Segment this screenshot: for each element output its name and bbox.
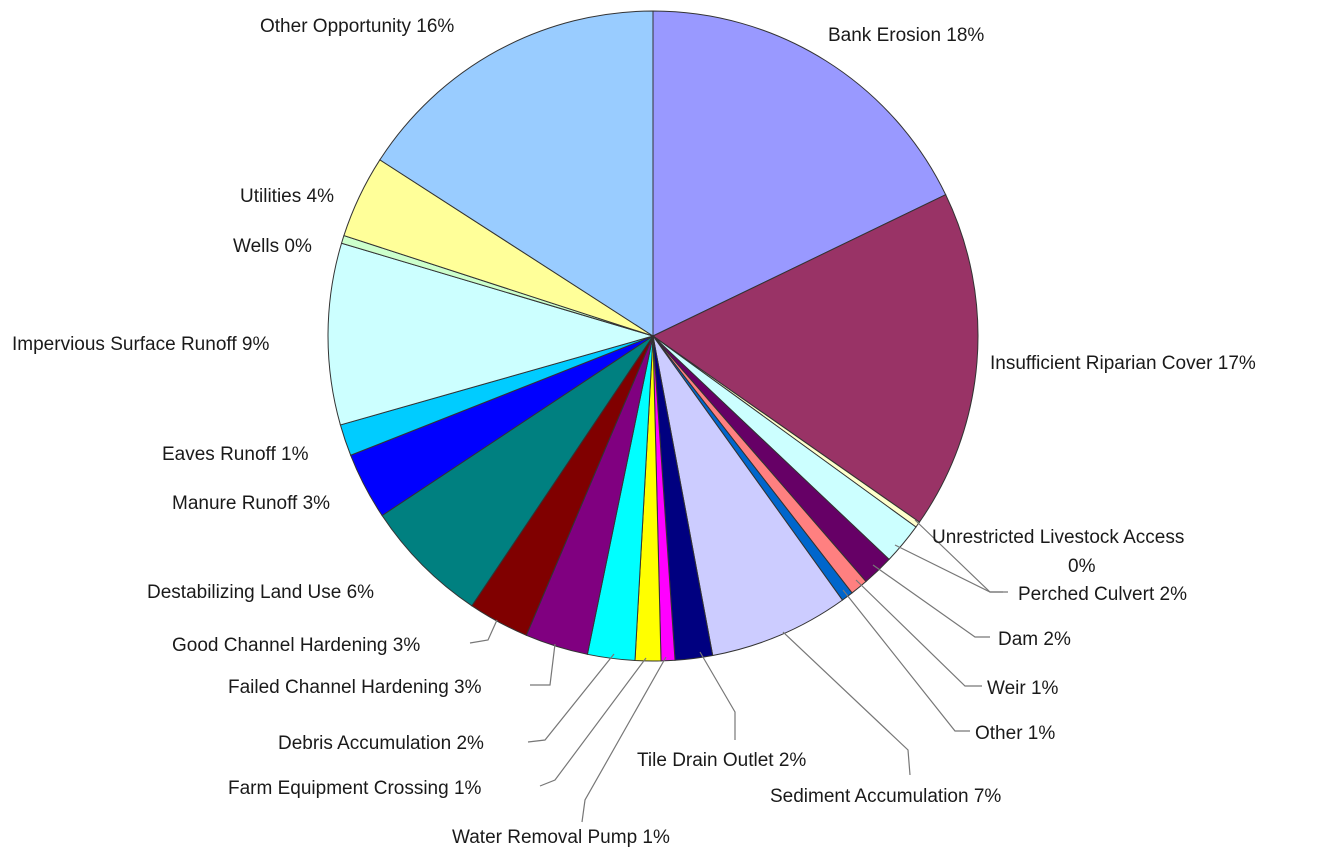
label-tile-drain-outlet: Tile Drain Outlet 2% — [637, 750, 806, 771]
slice-impervious-surface-runoff — [327, 242, 655, 426]
slice-sediment-accumulation — [652, 335, 844, 657]
slice-other-opportunity — [379, 10, 654, 337]
label-other-opportunity: Other Opportunity 16% — [260, 16, 454, 37]
slice-destabilizing-land-use — [381, 335, 654, 607]
slice-insufficient-riparian-cover — [652, 194, 979, 523]
leader-good-channel-hardening — [469, 619, 498, 644]
label-utilities: Utilities 4% — [240, 186, 334, 207]
leader-dam — [872, 564, 990, 638]
label-wells: Wells 0% — [233, 236, 312, 257]
leader-farm-equipment-crossing — [539, 657, 647, 787]
label-farm-equipment-crossing: Farm Equipment Crossing 1% — [228, 778, 482, 799]
leader-failed-channel-hardening — [530, 643, 556, 686]
leader-other — [842, 589, 970, 732]
slice-labels: Bank Erosion 18% Insufficient Riparian C… — [12, 16, 1256, 848]
pie-slices — [327, 10, 979, 662]
leader-lines — [469, 519, 1008, 823]
label-insufficient-riparian-cover: Insufficient Riparian Cover 17% — [990, 353, 1256, 374]
label-manure-runoff: Manure Runoff 3% — [172, 493, 330, 514]
leader-sediment-accumulation — [782, 631, 911, 776]
label-perched-culvert: Perched Culvert 2% — [1018, 584, 1187, 605]
leader-perched-culvert — [894, 544, 1008, 593]
label-weir: Weir 1% — [987, 678, 1059, 699]
leader-water-removal-pump — [581, 656, 667, 823]
label-failed-channel-hardening: Failed Channel Hardening 3% — [228, 677, 482, 698]
label-dam: Dam 2% — [998, 629, 1071, 650]
leader-tile-drain-outlet — [699, 651, 736, 740]
label-destabilizing-land-use: Destabilizing Land Use 6% — [147, 582, 374, 603]
label-unrestricted-livestock-access-pct: 0% — [1068, 556, 1096, 577]
slice-bank-erosion — [652, 10, 947, 337]
label-water-removal-pump: Water Removal Pump 1% — [452, 827, 670, 848]
label-debris-accumulation: Debris Accumulation 2% — [278, 733, 484, 754]
leader-weir — [855, 579, 982, 687]
label-good-channel-hardening: Good Channel Hardening 3% — [172, 635, 420, 656]
label-sediment-accumulation: Sediment Accumulation 7% — [770, 786, 1001, 807]
leader-debris-accumulation — [527, 653, 615, 743]
label-other: Other 1% — [975, 723, 1055, 744]
label-unrestricted-livestock-access: Unrestricted Livestock Access — [932, 527, 1184, 548]
label-bank-erosion: Bank Erosion 18% — [828, 25, 984, 46]
label-eaves-runoff: Eaves Runoff 1% — [162, 444, 309, 465]
label-impervious-surface-runoff: Impervious Surface Runoff 9% — [12, 334, 269, 355]
